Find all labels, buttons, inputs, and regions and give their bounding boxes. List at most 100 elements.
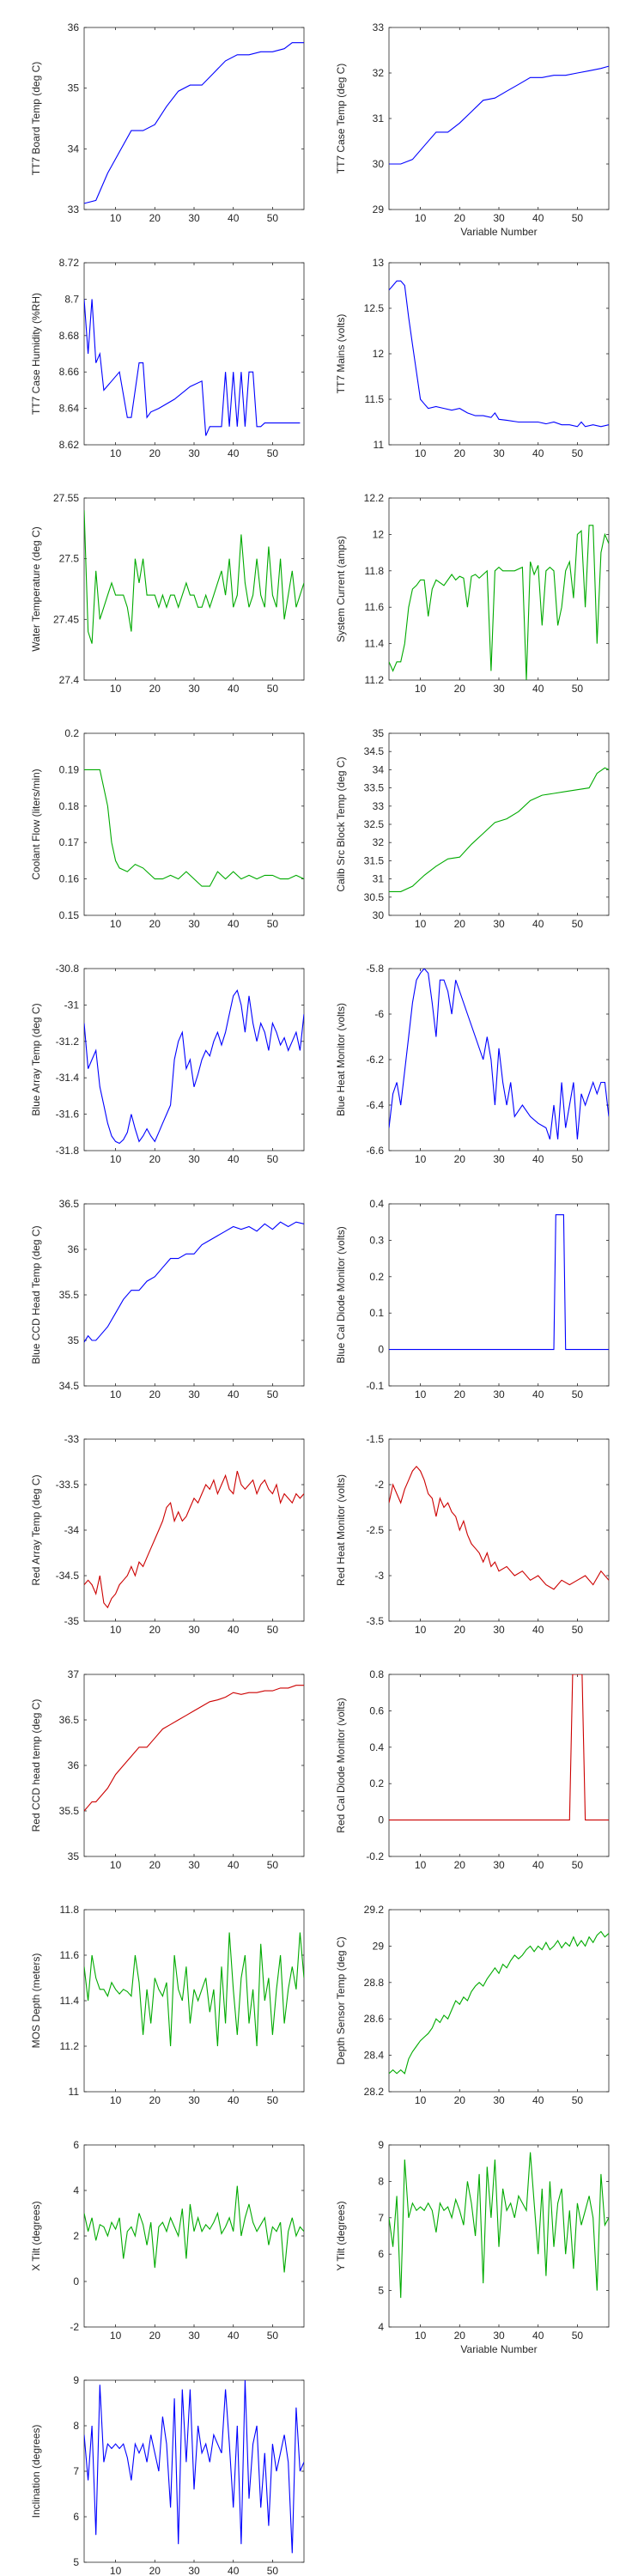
x-tick-label: 50	[572, 918, 584, 930]
y-tick-label: -6	[374, 1008, 384, 1020]
x-tick-label: 30	[493, 683, 505, 695]
y-tick-label: 28.6	[364, 2013, 385, 2025]
x-tick-label: 40	[228, 918, 240, 930]
y-axis-label: Red Cal Diode Monitor (volts)	[335, 1698, 347, 1832]
y-tick-label: 11.8	[365, 565, 385, 577]
axes-frame	[388, 968, 610, 1151]
y-tick-label: 30.5	[364, 891, 385, 903]
x-tick-label: 20	[149, 2094, 161, 2106]
axes-frame	[388, 262, 610, 446]
y-tick-label: -5.8	[366, 963, 384, 975]
chart-17: 10 20 30 40 50 11 11.2 11.4 11.6 11.8 MOS Depth (m…	[30, 1904, 305, 2106]
y-tick-label: -31.8	[56, 1145, 80, 1157]
y-axis-label: Y Tilt (degrees)	[335, 2201, 347, 2270]
x-tick-label: 20	[149, 2565, 161, 2576]
y-tick-label: -3	[374, 1570, 384, 1582]
y-tick-label: 29.2	[364, 1904, 385, 1916]
chart-15: 10 20 30 40 50 35 35.5 36 36.5 37 Red CCD head tem…	[30, 1668, 305, 1871]
x-tick-label: 10	[110, 2565, 122, 2576]
x-tick-label: 50	[572, 1859, 584, 1871]
y-tick-label: 29	[373, 204, 385, 216]
x-tick-label: 50	[572, 1153, 584, 1165]
x-tick-label: 30	[188, 683, 200, 695]
series-line	[389, 525, 609, 680]
x-tick-label: 10	[110, 2330, 122, 2342]
x-tick-label: 30	[188, 212, 200, 224]
x-tick-label: 20	[149, 683, 161, 695]
y-tick-label: 31	[373, 112, 385, 125]
y-tick-label: 0.3	[369, 1234, 384, 1246]
x-tick-label: 30	[188, 1859, 200, 1871]
y-axis-label: TT7 Case Temp (deg C)	[335, 64, 347, 174]
x-tick-label: 20	[149, 1153, 161, 1165]
x-tick-label: 50	[267, 212, 279, 224]
y-tick-label: 29	[373, 1940, 385, 1952]
chart-2: 10 20 30 40 50 29 30 31 32 33 TT7 Case Temp (deg C…	[335, 21, 610, 238]
x-tick-label: 30	[188, 1624, 200, 1636]
x-tick-label: 50	[267, 918, 279, 930]
axes-frame	[388, 1674, 610, 1857]
y-tick-label: 33	[373, 800, 385, 812]
y-tick-label: -33	[64, 1433, 80, 1445]
y-tick-label: -31.2	[56, 1036, 80, 1048]
y-axis-label: Blue CCD Head Temp (deg C)	[30, 1225, 42, 1364]
x-tick-label: 20	[454, 2330, 466, 2342]
y-tick-label: 6	[73, 2511, 79, 2523]
y-tick-label: -33.5	[56, 1479, 80, 1491]
axes-frame	[388, 497, 610, 681]
axes-frame	[388, 27, 610, 210]
y-tick-label: -6.6	[366, 1145, 384, 1157]
x-axis-label: Variable Number	[460, 2343, 537, 2355]
y-tick-label: 8	[378, 2175, 384, 2187]
x-tick-label: 20	[454, 212, 466, 224]
y-tick-label: 0.4	[369, 1198, 384, 1210]
y-tick-label: 12.2	[364, 492, 385, 504]
x-tick-label: 40	[228, 2565, 240, 2576]
x-tick-label: 10	[415, 1388, 427, 1400]
series-line	[84, 1470, 304, 1609]
axes-frame	[388, 1909, 610, 2093]
y-tick-label: 0.15	[59, 909, 80, 921]
y-tick-label: 35	[68, 1334, 80, 1346]
y-tick-label: 31	[373, 873, 385, 885]
y-tick-label: 8.62	[59, 439, 80, 451]
x-tick-label: 40	[228, 212, 240, 224]
y-tick-label: 31.5	[364, 854, 385, 866]
axes-frame	[83, 1438, 305, 1622]
series-line	[389, 1214, 609, 1351]
y-tick-label: 11.4	[60, 1995, 80, 2007]
y-tick-label: 0.18	[59, 800, 80, 812]
y-tick-label: -6.2	[366, 1054, 384, 1066]
series-line	[84, 1685, 304, 1812]
series-line	[84, 1221, 304, 1343]
x-tick-label: 50	[267, 1859, 279, 1871]
axes-frame	[388, 2144, 610, 2328]
y-tick-label: 0.4	[369, 1741, 384, 1753]
x-tick-label: 20	[149, 212, 161, 224]
y-tick-label: 8.66	[59, 366, 80, 378]
chart-5: 10 20 30 40 50 27.4 27.45 27.5 27.55 Water Temper…	[30, 492, 305, 695]
series-line	[389, 65, 609, 165]
series-line	[84, 510, 304, 644]
x-tick-label: 20	[149, 447, 161, 459]
x-tick-label: 30	[493, 1624, 505, 1636]
y-tick-label: 35	[68, 1850, 80, 1862]
series-line	[389, 1930, 609, 2075]
y-tick-label: 35	[68, 82, 80, 94]
y-tick-label: 33	[373, 21, 385, 33]
y-tick-label: -0.2	[366, 1850, 384, 1862]
y-tick-label: 36.5	[59, 1714, 80, 1726]
x-tick-label: 40	[228, 683, 240, 695]
x-tick-label: 30	[493, 1153, 505, 1165]
y-tick-label: 30	[373, 158, 385, 170]
y-axis-label: Red Heat Monitor (volts)	[335, 1474, 347, 1586]
y-tick-label: 28.2	[364, 2086, 385, 2098]
axes-frame	[83, 968, 305, 1151]
x-tick-label: 20	[454, 1624, 466, 1636]
y-tick-label: 0.2	[64, 727, 79, 739]
x-tick-label: 50	[267, 447, 279, 459]
x-tick-label: 40	[532, 1859, 544, 1871]
x-tick-label: 10	[415, 2330, 427, 2342]
y-tick-label: -34.5	[56, 1570, 80, 1582]
